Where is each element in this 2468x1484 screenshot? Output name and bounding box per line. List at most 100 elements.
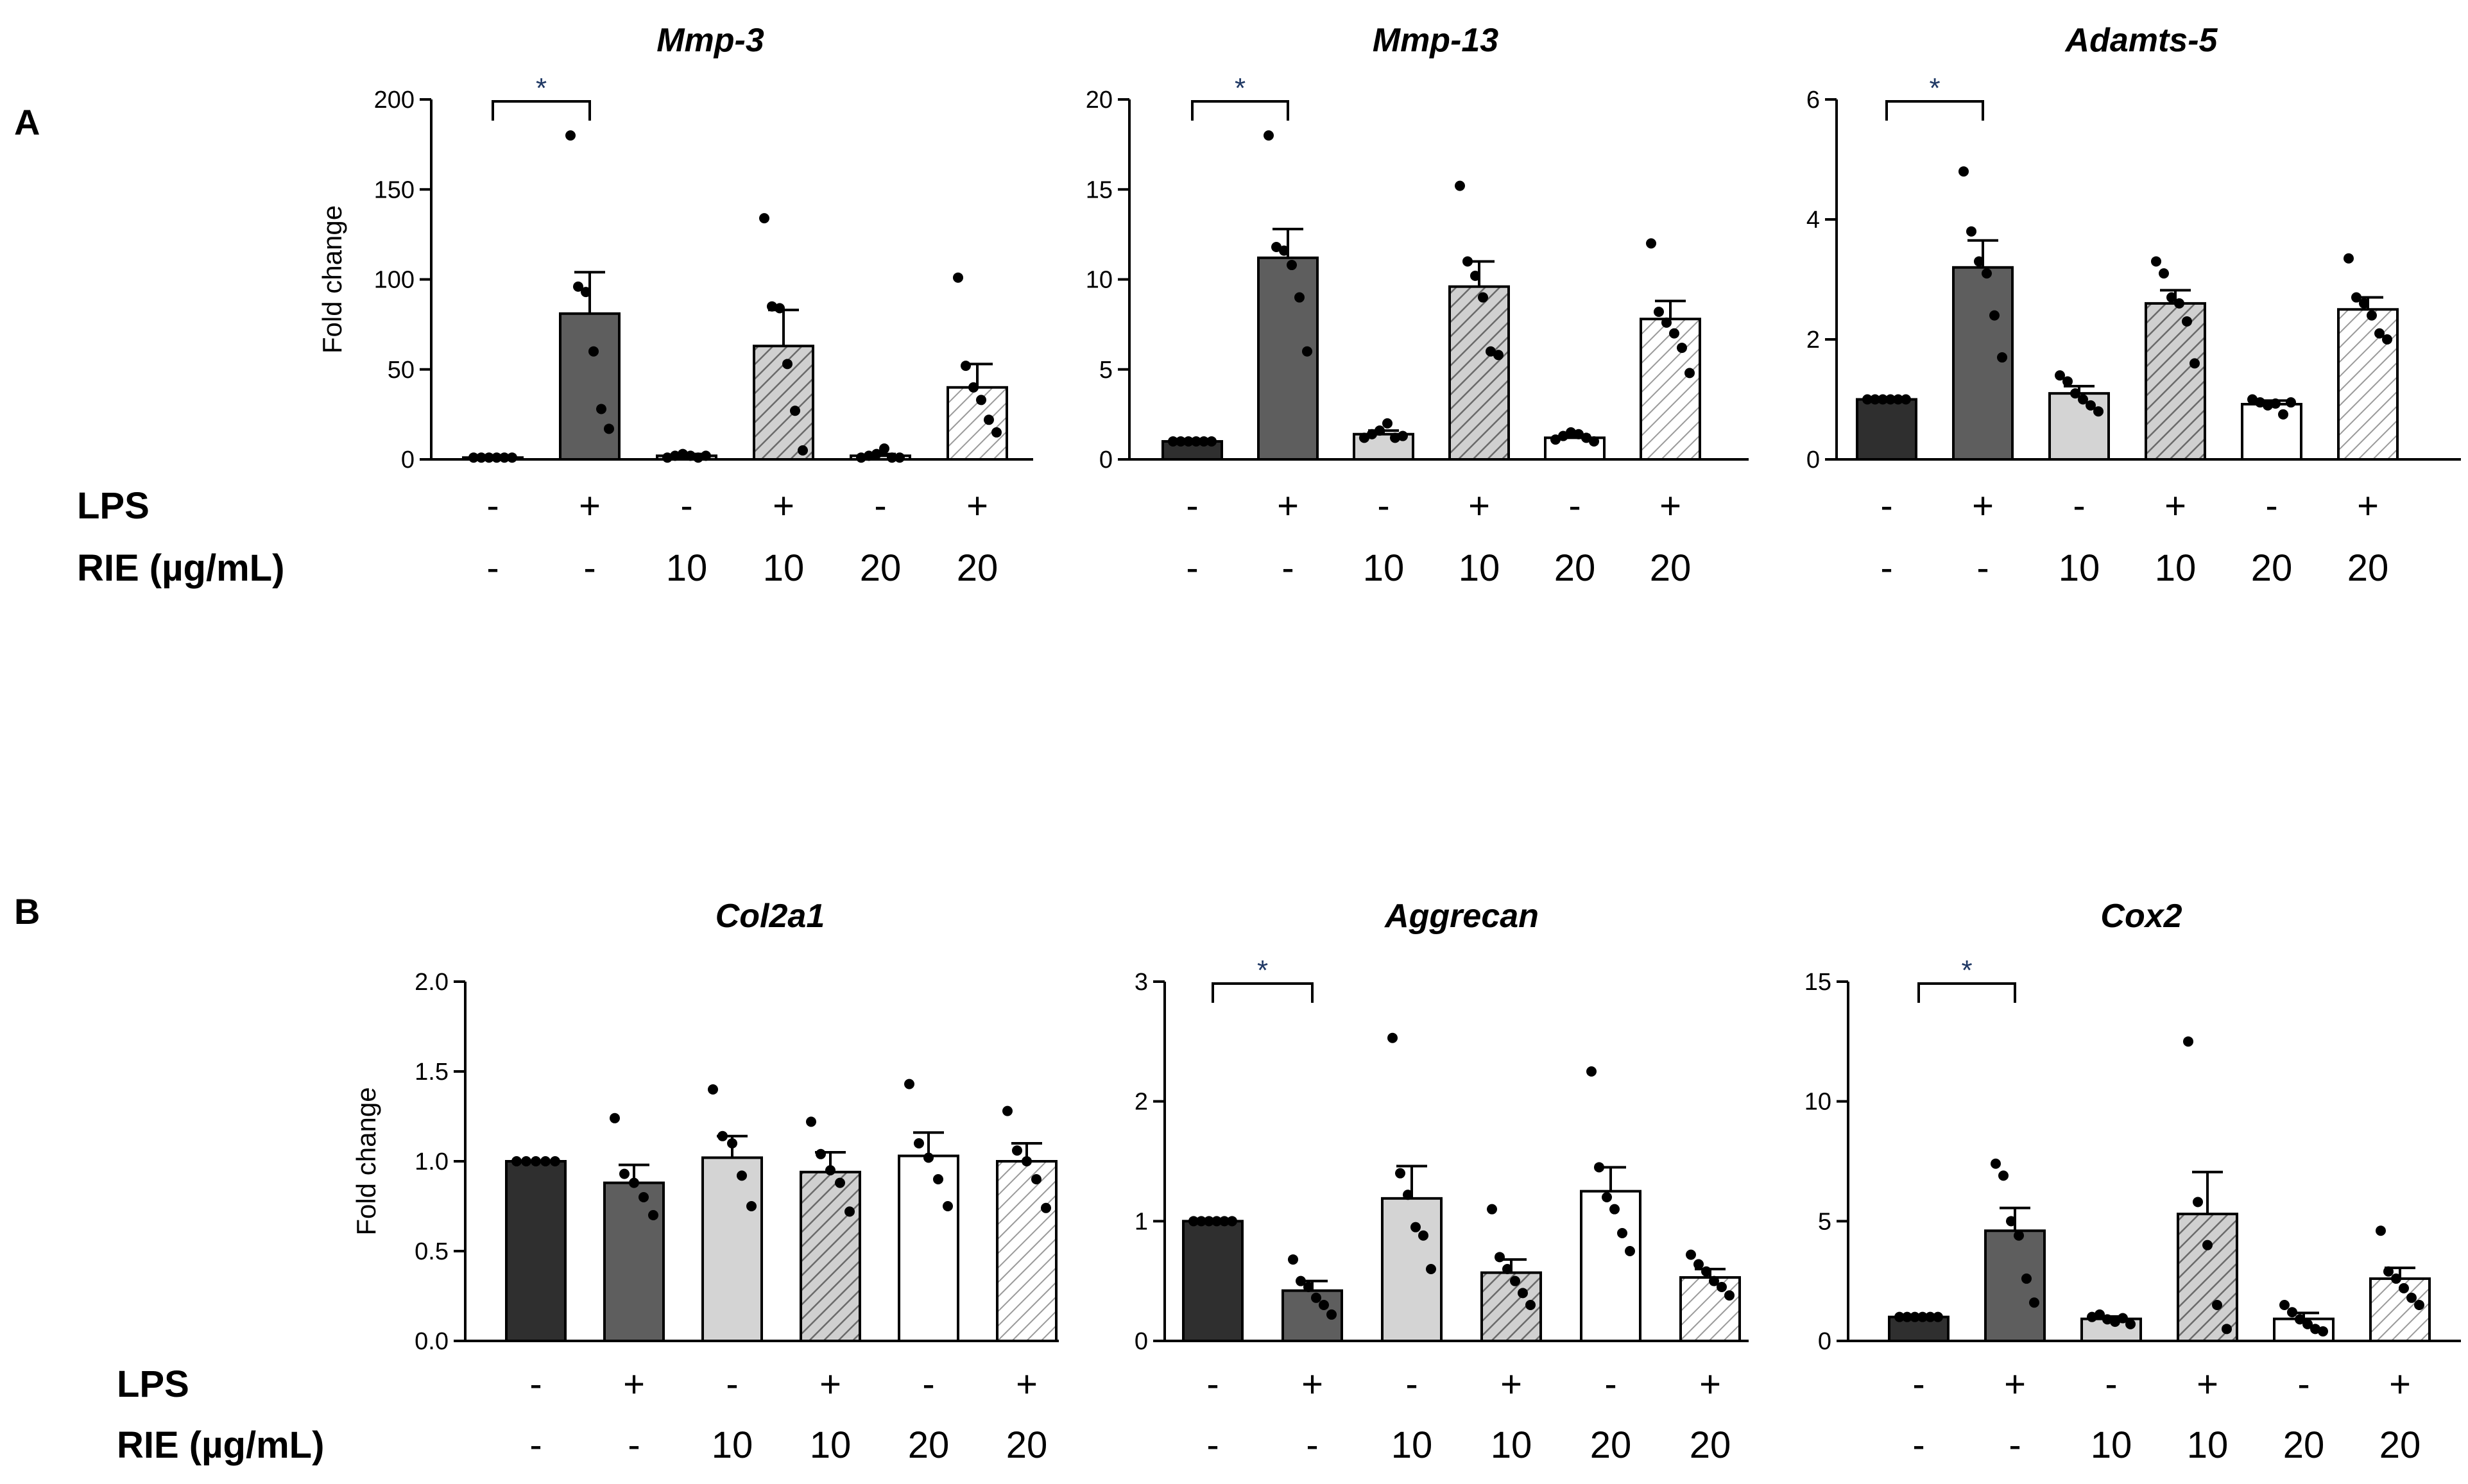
data-point bbox=[1910, 1311, 1920, 1322]
data-point bbox=[2125, 1318, 2136, 1329]
data-point bbox=[1390, 432, 1400, 443]
data-point bbox=[2374, 328, 2385, 339]
rie-condition: 10 bbox=[810, 1424, 852, 1466]
data-point bbox=[2222, 1324, 2232, 1335]
data-point bbox=[1493, 350, 1504, 361]
data-point bbox=[1609, 1204, 1620, 1215]
data-point bbox=[1418, 1230, 1428, 1241]
data-point bbox=[1031, 1174, 1041, 1184]
data-point bbox=[701, 450, 711, 461]
lps-condition: - bbox=[874, 485, 886, 527]
data-point bbox=[1617, 1228, 1627, 1238]
data-point bbox=[790, 405, 800, 416]
data-point bbox=[1191, 436, 1201, 447]
rie-condition: - bbox=[583, 547, 596, 589]
data-point bbox=[1487, 1204, 1497, 1215]
data-point bbox=[767, 301, 777, 312]
data-point bbox=[1724, 1290, 1735, 1301]
data-point bbox=[511, 1156, 522, 1166]
lps-condition: + bbox=[773, 485, 794, 527]
y-tick-label: 3 bbox=[1135, 969, 1148, 996]
lps-condition: - bbox=[529, 1363, 542, 1405]
data-point bbox=[2102, 1314, 2112, 1325]
data-point bbox=[825, 1165, 836, 1175]
bar bbox=[1984, 1229, 2046, 1343]
panel-label-a: A bbox=[14, 102, 40, 142]
lps-condition: - bbox=[1912, 1363, 1924, 1405]
data-point bbox=[2086, 400, 2096, 411]
y-tick-label: 15 bbox=[1086, 176, 1113, 203]
data-point bbox=[943, 1201, 953, 1211]
data-point bbox=[1646, 238, 1656, 249]
rie-condition: 20 bbox=[2283, 1424, 2325, 1466]
data-point bbox=[782, 359, 793, 370]
data-point bbox=[895, 452, 905, 463]
data-point bbox=[2006, 1216, 2016, 1227]
data-point bbox=[2014, 1230, 2024, 1241]
rie-condition: 20 bbox=[1554, 547, 1596, 589]
data-point bbox=[2414, 1300, 2424, 1310]
significance-bracket bbox=[1917, 982, 2016, 1003]
data-point bbox=[1974, 256, 1984, 267]
data-point bbox=[2359, 298, 2369, 309]
lps-condition: + bbox=[819, 1363, 841, 1405]
rie-condition: - bbox=[1206, 1424, 1219, 1466]
data-point bbox=[484, 452, 494, 463]
lps-condition: - bbox=[922, 1363, 934, 1405]
lps-condition: + bbox=[1301, 1363, 1323, 1405]
data-point bbox=[1470, 270, 1480, 281]
significance-marker: * bbox=[1961, 955, 1972, 986]
data-point bbox=[961, 361, 971, 371]
lps-condition: + bbox=[1277, 485, 1299, 527]
data-point bbox=[953, 272, 963, 283]
data-point bbox=[1602, 1192, 1612, 1202]
data-point bbox=[968, 382, 979, 393]
y-tick-label: 5 bbox=[1099, 357, 1113, 384]
data-point bbox=[1870, 394, 1880, 405]
panel-label-b: B bbox=[14, 891, 40, 932]
y-tick-label: 50 bbox=[388, 357, 415, 384]
data-point bbox=[2286, 397, 2296, 408]
data-point bbox=[573, 281, 583, 292]
data-point bbox=[1594, 1162, 1604, 1173]
data-point bbox=[1359, 432, 1369, 443]
data-point bbox=[540, 1156, 551, 1166]
data-point bbox=[1589, 436, 1599, 447]
data-point bbox=[1693, 1259, 1704, 1270]
data-point bbox=[1654, 306, 1664, 317]
data-point bbox=[1661, 317, 1672, 328]
rie-condition: - bbox=[1976, 547, 1989, 589]
data-point bbox=[871, 448, 882, 459]
y-tick-label: 1.0 bbox=[415, 1148, 449, 1175]
data-point bbox=[727, 1138, 737, 1148]
data-point bbox=[1902, 1311, 1912, 1322]
rie-condition: 20 bbox=[860, 547, 902, 589]
data-point bbox=[717, 1130, 728, 1141]
data-point bbox=[1403, 1190, 1413, 1200]
data-point bbox=[2295, 1314, 2305, 1325]
data-point bbox=[1319, 1300, 1329, 1310]
chart-col2a1: Col2a1 0.0 0.5 1.0 1.5 2.0 Fold change - + - + - + - -… bbox=[351, 898, 1059, 1466]
data-point bbox=[914, 1138, 924, 1148]
rie-condition: 20 bbox=[908, 1424, 950, 1466]
data-point bbox=[1684, 368, 1695, 379]
data-point bbox=[588, 346, 599, 357]
data-point bbox=[1677, 343, 1687, 354]
data-point bbox=[1296, 1275, 1306, 1286]
data-point bbox=[1558, 431, 1568, 441]
rie-condition: 20 bbox=[1650, 547, 1692, 589]
y-tick-label: 10 bbox=[1804, 1089, 1831, 1116]
rie-condition: - bbox=[628, 1424, 640, 1466]
lps-condition: - bbox=[726, 1363, 738, 1405]
data-point bbox=[1966, 226, 1976, 237]
data-point bbox=[1271, 242, 1281, 253]
data-point bbox=[2029, 1297, 2039, 1308]
data-point bbox=[2055, 370, 2065, 381]
data-point bbox=[2202, 1240, 2213, 1250]
data-point bbox=[531, 1156, 541, 1166]
data-point bbox=[1486, 346, 1496, 357]
data-point bbox=[1893, 394, 1903, 405]
data-point bbox=[1991, 1158, 2001, 1169]
data-point bbox=[1625, 1246, 1635, 1256]
data-point bbox=[1176, 436, 1186, 447]
